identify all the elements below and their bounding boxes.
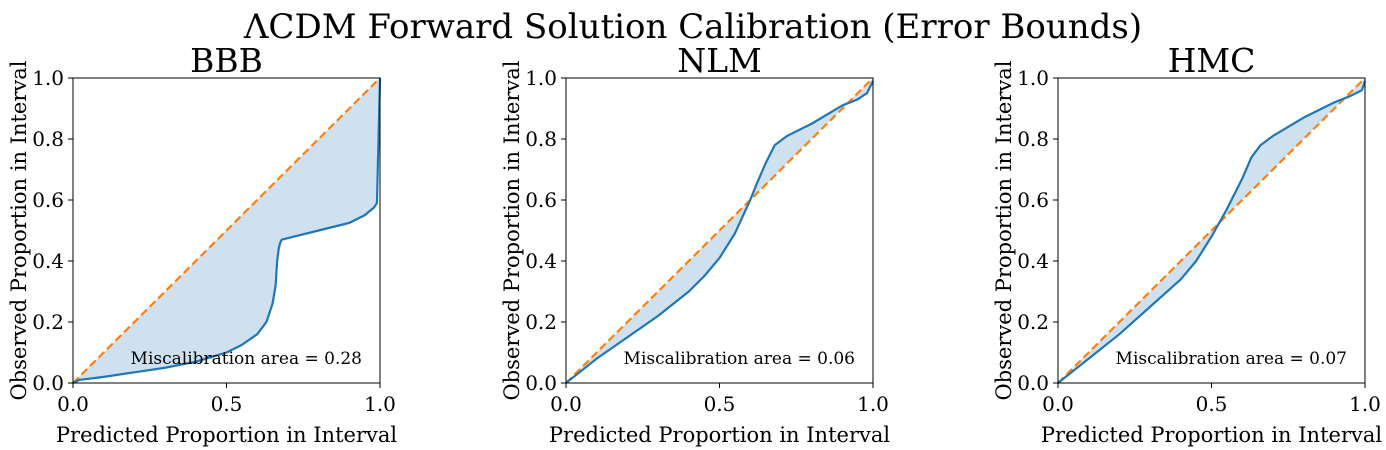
y-axis-label: Observed Proportion in Interval: [992, 60, 1016, 400]
panel-title: NLM: [677, 41, 762, 80]
y-tick-label: 1.0: [32, 66, 64, 90]
x-axis-label: Predicted Proportion in Interval: [1041, 423, 1382, 447]
y-tick-label: 0.0: [525, 371, 557, 395]
y-tick-label: 0.8: [32, 127, 64, 151]
ideal-calibration-line: [72, 77, 381, 384]
x-tick-label: 0.5: [704, 392, 736, 416]
panel-nlm: 0.0 0.5 1.0 0.0 0.2 0.4 0.6 0.8 1.0 NLM Predicted …: [500, 41, 890, 447]
y-tick-label: 0.8: [1017, 127, 1049, 151]
y-tick-label: 0.8: [525, 127, 557, 151]
y-tick-label: 0.4: [1017, 249, 1049, 273]
y-tick-label: 0.0: [1017, 371, 1049, 395]
x-tick-label: 0.0: [57, 392, 89, 416]
y-tick-label: 0.2: [525, 310, 557, 334]
y-tick-label: 0.6: [1017, 188, 1049, 212]
ideal-calibration-line: [565, 77, 874, 384]
x-tick-label: 1.0: [857, 392, 889, 416]
calibration-curve: [565, 80, 874, 384]
y-tick-label: 0.0: [32, 371, 64, 395]
x-tick-label: 0.5: [1196, 392, 1228, 416]
x-axis-label: Predicted Proportion in Interval: [56, 423, 397, 447]
y-tick-label: 0.4: [32, 249, 64, 273]
y-tick-label: 0.4: [525, 249, 557, 273]
y-axis-label: Observed Proportion in Interval: [500, 60, 524, 400]
x-tick-label: 0.0: [1042, 392, 1074, 416]
calibration-curve: [72, 77, 382, 384]
ideal-calibration-line: [1057, 77, 1366, 384]
panel-title: HMC: [1168, 41, 1256, 80]
y-axis-label: Observed Proportion in Interval: [7, 60, 31, 400]
panel-title: BBB: [190, 41, 263, 80]
miscalibration-annotation: Miscalibration area = 0.28: [131, 349, 362, 369]
x-tick-label: 1.0: [1349, 392, 1381, 416]
panel-hmc: 0.0 0.5 1.0 0.0 0.2 0.4 0.6 0.8 1.0 HMC Predicted …: [992, 41, 1382, 447]
x-tick-label: 0.0: [550, 392, 582, 416]
y-tick-label: 1.0: [1017, 66, 1049, 90]
panel-bbb: 0.0 0.5 1.0 0.0 0.2 0.4 0.6 0.8 1.0 BBB Predicted …: [7, 41, 397, 447]
y-tick-label: 0.2: [1017, 310, 1049, 334]
y-tick-label: 1.0: [525, 66, 557, 90]
figure-title: ΛCDM Forward Solution Calibration (Error…: [243, 7, 1142, 47]
calibration-curve: [1057, 80, 1367, 384]
y-tick-label: 0.2: [32, 310, 64, 334]
y-tick-label: 0.6: [525, 188, 557, 212]
miscalibration-annotation: Miscalibration area = 0.07: [1116, 349, 1347, 369]
x-tick-label: 1.0: [364, 392, 396, 416]
miscalibration-annotation: Miscalibration area = 0.06: [624, 349, 855, 369]
x-tick-label: 0.5: [211, 392, 243, 416]
x-axis-label: Predicted Proportion in Interval: [549, 423, 890, 447]
y-tick-label: 0.6: [32, 188, 64, 212]
